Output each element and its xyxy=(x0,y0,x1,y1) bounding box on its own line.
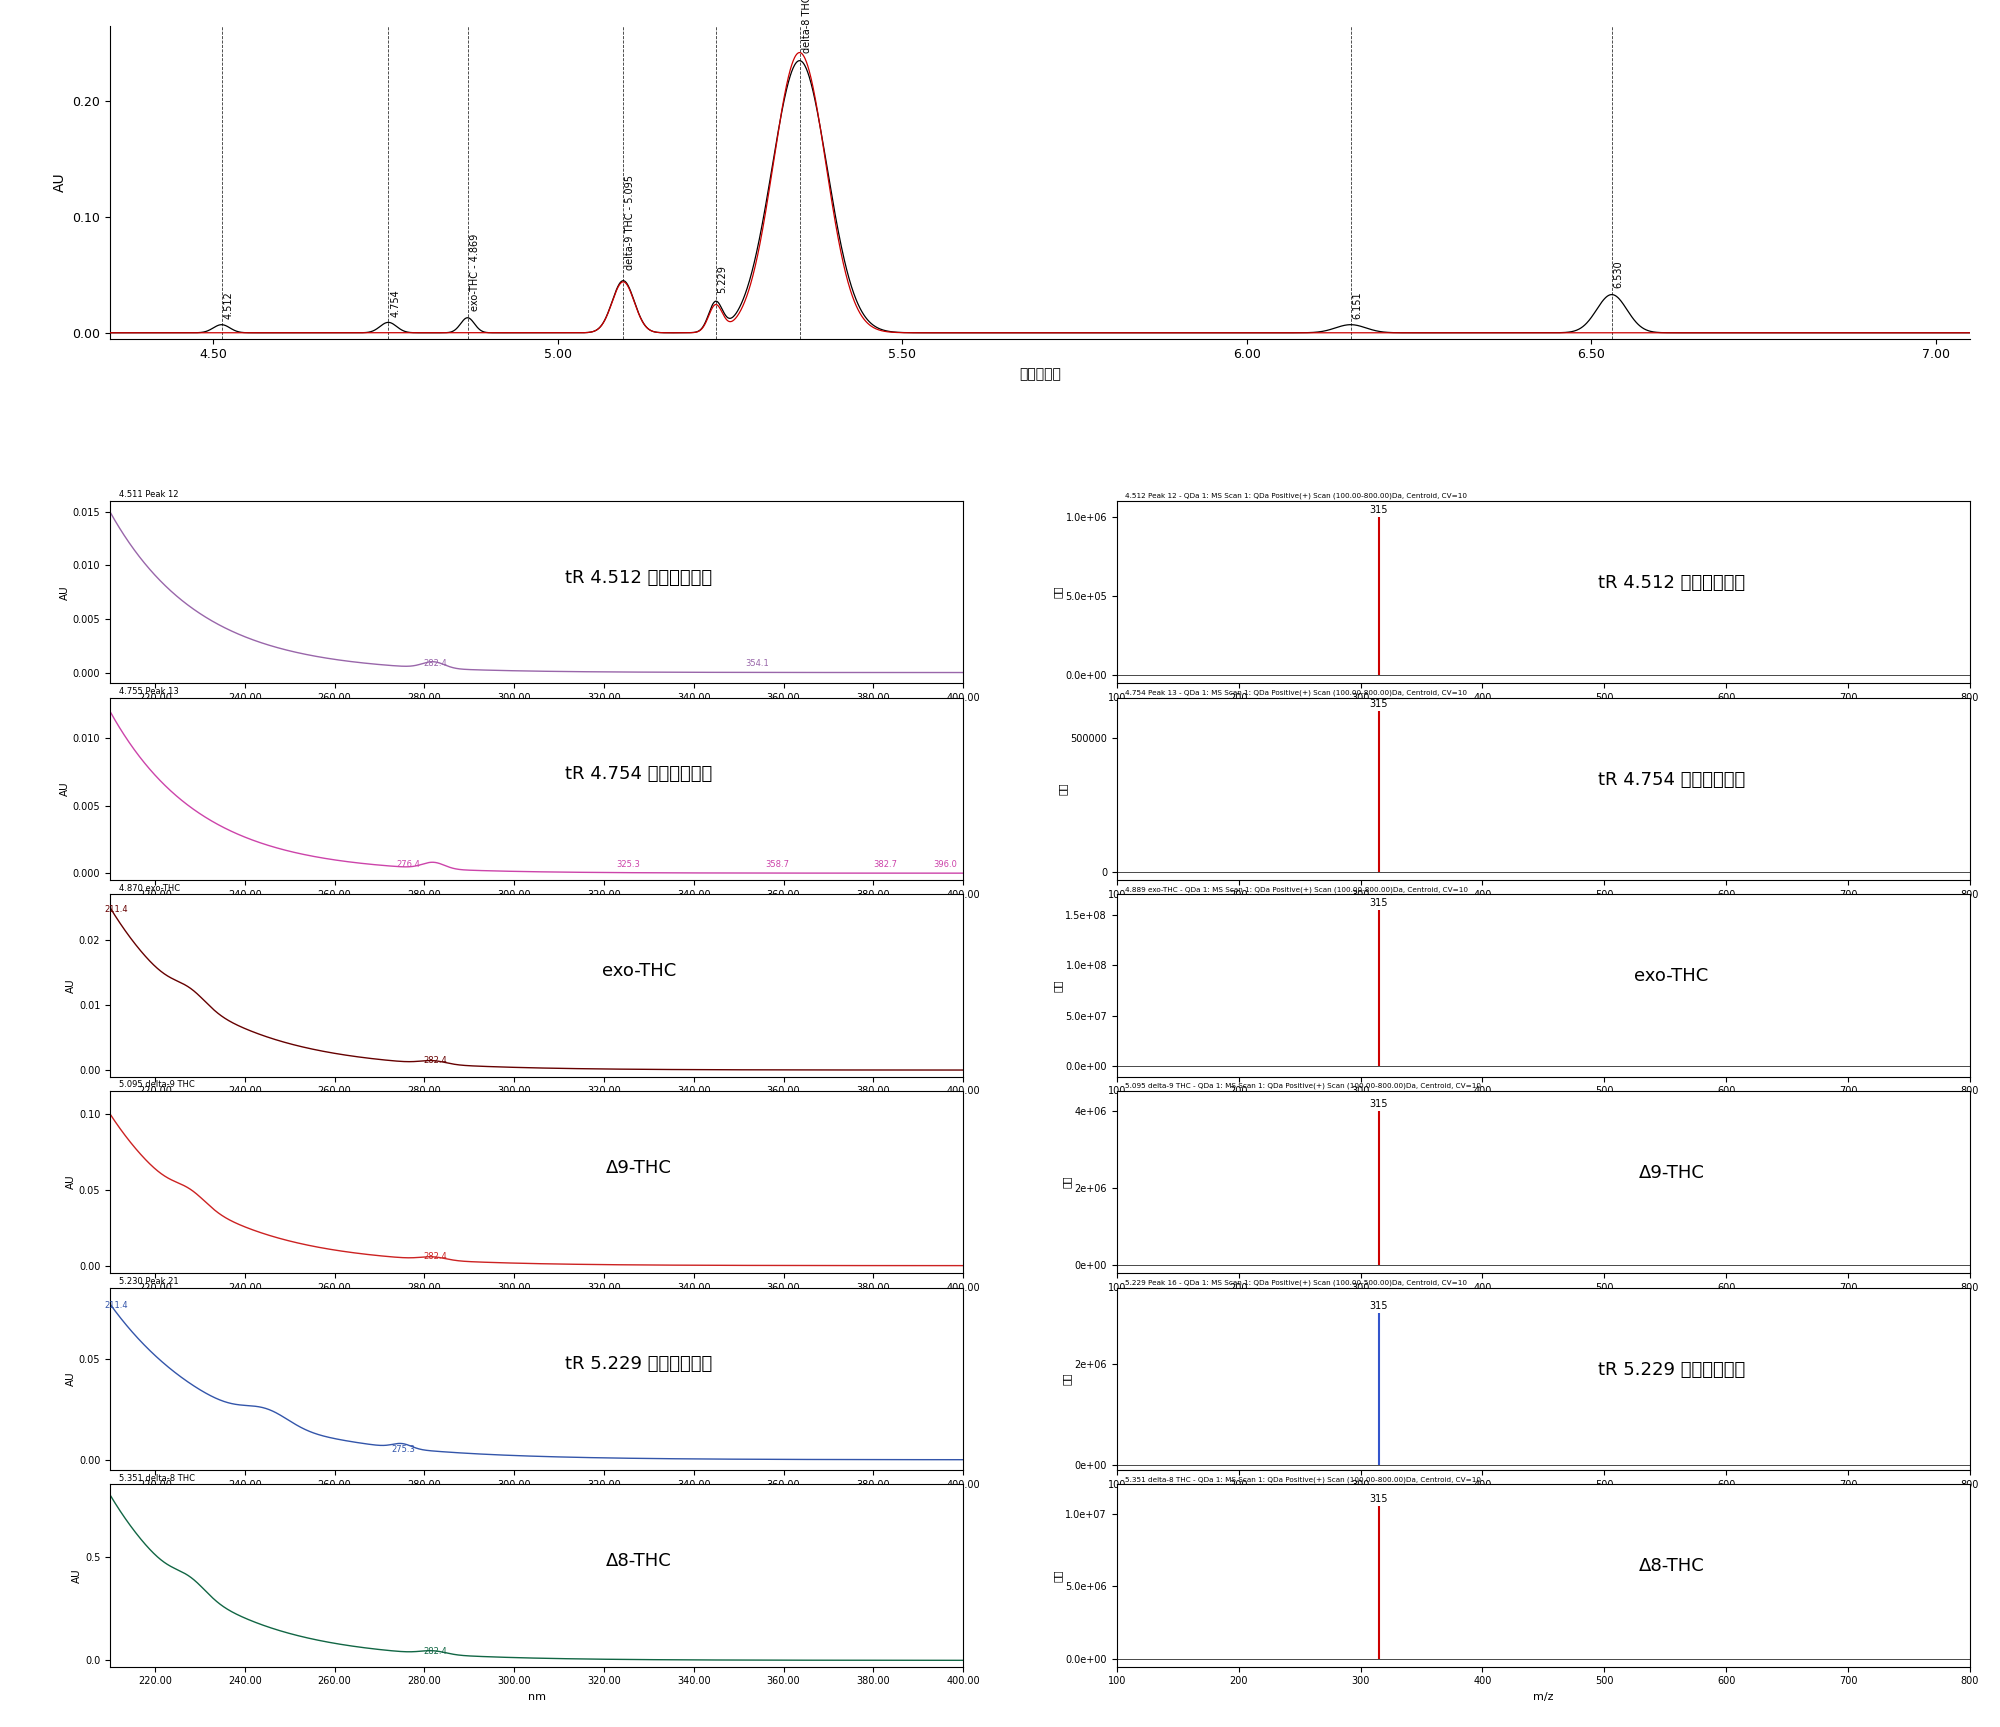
Text: 282.4: 282.4 xyxy=(424,1648,446,1656)
Y-axis label: AU: AU xyxy=(60,585,70,599)
Text: Δ9-THC: Δ9-THC xyxy=(1638,1164,1704,1181)
Text: 276.4: 276.4 xyxy=(396,860,420,869)
Text: 325.3: 325.3 xyxy=(616,860,640,869)
Text: Δ8-THC: Δ8-THC xyxy=(606,1553,672,1570)
Text: 5.229: 5.229 xyxy=(718,266,728,294)
Text: 315: 315 xyxy=(1370,1098,1388,1109)
Text: delta-8 THC - 5.351: delta-8 THC - 5.351 xyxy=(802,0,812,52)
Text: 5.229 Peak 16 - QDa 1: MS Scan 1: QDa Positive(+) Scan (100.00-500.00)Da, Centro: 5.229 Peak 16 - QDa 1: MS Scan 1: QDa Po… xyxy=(1126,1280,1468,1287)
Text: tR 4.754 分の未知成分: tR 4.754 分の未知成分 xyxy=(1598,770,1746,789)
Text: exo-THC - 4.869: exo-THC - 4.869 xyxy=(470,233,480,311)
Text: 354.1: 354.1 xyxy=(746,660,768,668)
Text: 211.4: 211.4 xyxy=(104,905,128,914)
Y-axis label: 強度: 強度 xyxy=(1062,1176,1072,1188)
Text: 4.754 Peak 13 - QDa 1: MS Scan 1: QDa Positive(+) Scan (100.00-800.00)Da, Centro: 4.754 Peak 13 - QDa 1: MS Scan 1: QDa Po… xyxy=(1126,689,1468,696)
Text: tR 5.229 分の未知成分: tR 5.229 分の未知成分 xyxy=(566,1356,712,1373)
Y-axis label: AU: AU xyxy=(72,1568,82,1584)
Y-axis label: 強度: 強度 xyxy=(1058,782,1068,794)
Text: 4.755 Peak 13: 4.755 Peak 13 xyxy=(118,687,178,696)
Text: 6.530: 6.530 xyxy=(1614,261,1624,288)
Text: 315: 315 xyxy=(1370,506,1388,515)
Text: 282.4: 282.4 xyxy=(424,660,446,668)
X-axis label: m/z: m/z xyxy=(1534,1692,1554,1701)
Text: Δ8-THC: Δ8-THC xyxy=(1638,1558,1704,1575)
Text: 5.095 delta-9 THC: 5.095 delta-9 THC xyxy=(118,1081,194,1090)
Text: 5.351 delta-8 THC: 5.351 delta-8 THC xyxy=(118,1473,194,1483)
Text: 282.4: 282.4 xyxy=(424,1252,446,1261)
Text: tR 5.229 分の未知成分: tR 5.229 分の未知成分 xyxy=(1598,1361,1746,1378)
Text: tR 4.512 分の未知成分: tR 4.512 分の未知成分 xyxy=(1598,573,1744,592)
Text: 315: 315 xyxy=(1370,699,1388,710)
Text: 5.351 delta-8 THC - QDa 1: MS Scan 1: QDa Positive(+) Scan (100.00-800.00)Da, Ce: 5.351 delta-8 THC - QDa 1: MS Scan 1: QD… xyxy=(1126,1477,1482,1483)
Y-axis label: AU: AU xyxy=(66,1371,76,1387)
Text: 315: 315 xyxy=(1370,1300,1388,1311)
Y-axis label: 強度: 強度 xyxy=(1052,979,1062,991)
Text: 396.0: 396.0 xyxy=(934,860,958,869)
Text: delta-9 THC - 5.095: delta-9 THC - 5.095 xyxy=(626,174,636,269)
Text: 382.7: 382.7 xyxy=(874,860,898,869)
Text: 4.754: 4.754 xyxy=(390,288,400,316)
Text: 4.511 Peak 12: 4.511 Peak 12 xyxy=(118,490,178,499)
Y-axis label: 強度: 強度 xyxy=(1062,1373,1072,1385)
Text: Δ9-THC: Δ9-THC xyxy=(606,1159,672,1176)
Text: 4.512 Peak 12 - QDa 1: MS Scan 1: QDa Positive(+) Scan (100.00-800.00)Da, Centro: 4.512 Peak 12 - QDa 1: MS Scan 1: QDa Po… xyxy=(1126,492,1468,499)
Y-axis label: AU: AU xyxy=(52,173,66,192)
Text: 5.095 delta-9 THC - QDa 1: MS Scan 1: QDa Positive(+) Scan (100.00-800.00)Da, Ce: 5.095 delta-9 THC - QDa 1: MS Scan 1: QD… xyxy=(1126,1083,1482,1090)
Text: 4.889 exo-THC - QDa 1: MS Scan 1: QDa Positive(+) Scan (100.00-800.00)Da, Centro: 4.889 exo-THC - QDa 1: MS Scan 1: QDa Po… xyxy=(1126,886,1468,893)
Text: tR 4.512 分の未知成分: tR 4.512 分の未知成分 xyxy=(566,568,712,587)
Text: 315: 315 xyxy=(1370,898,1388,908)
Text: 211.4: 211.4 xyxy=(104,1300,128,1311)
Text: 6.151: 6.151 xyxy=(1352,292,1362,319)
Text: tR 4.754 分の未知成分: tR 4.754 分の未知成分 xyxy=(566,765,712,784)
Text: 4.870 exo-THC: 4.870 exo-THC xyxy=(118,884,180,893)
X-axis label: 時間（分）: 時間（分） xyxy=(1020,366,1060,382)
Y-axis label: 強度: 強度 xyxy=(1052,585,1062,599)
Text: 315: 315 xyxy=(1370,1494,1388,1504)
Y-axis label: 強度: 強度 xyxy=(1052,1570,1062,1582)
X-axis label: nm: nm xyxy=(528,1692,546,1701)
Text: 275.3: 275.3 xyxy=(392,1445,416,1454)
Y-axis label: AU: AU xyxy=(60,782,70,796)
Text: exo-THC: exo-THC xyxy=(602,962,676,979)
Text: 4.512: 4.512 xyxy=(224,292,234,319)
Text: 358.7: 358.7 xyxy=(766,860,790,869)
Text: 5.230 Peak 21: 5.230 Peak 21 xyxy=(118,1276,178,1287)
Y-axis label: AU: AU xyxy=(66,1174,76,1190)
Text: exo-THC: exo-THC xyxy=(1634,967,1708,986)
Y-axis label: AU: AU xyxy=(66,977,76,993)
Text: 282.4: 282.4 xyxy=(424,1055,446,1066)
